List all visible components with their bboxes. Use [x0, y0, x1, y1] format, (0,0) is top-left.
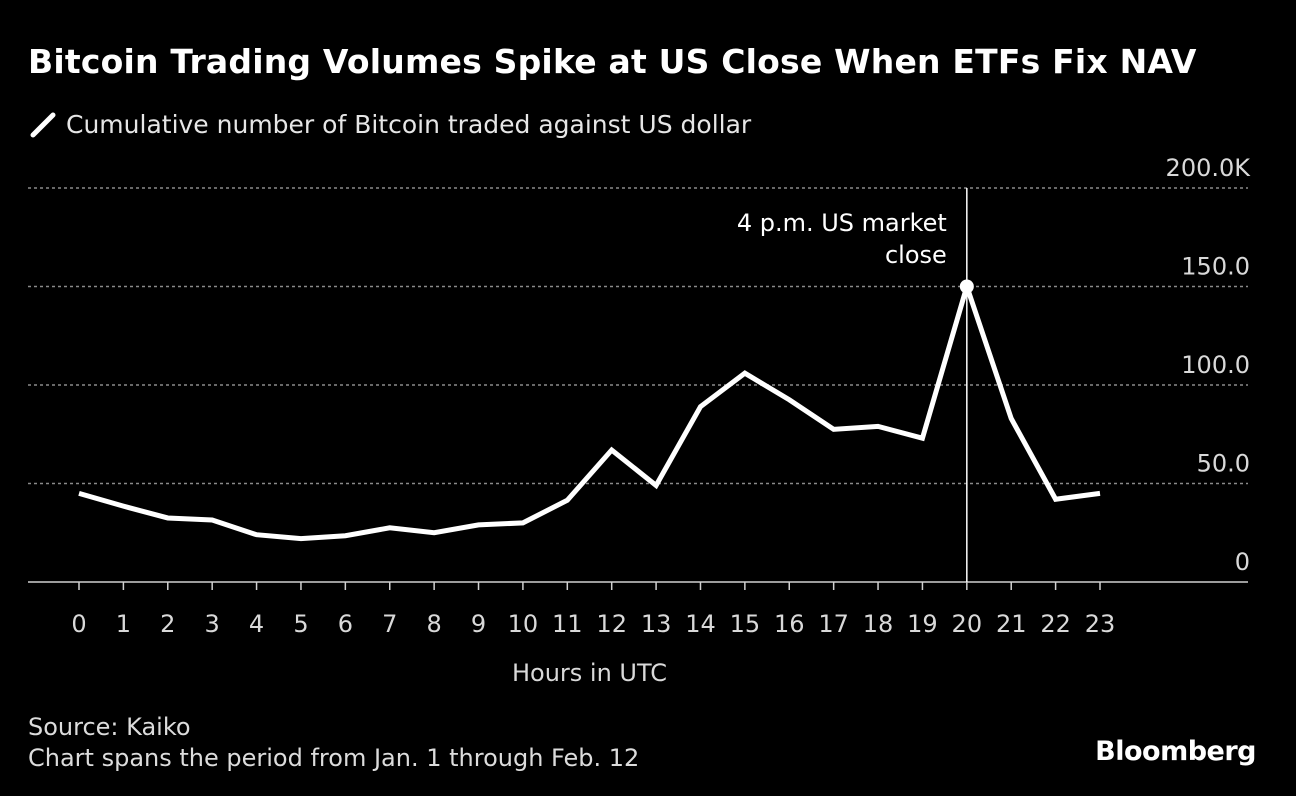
annotation-text: close: [885, 241, 947, 269]
x-tick-label: 22: [1040, 610, 1071, 638]
x-tick-label: 5: [293, 610, 308, 638]
data-point: [959, 279, 974, 294]
x-tick-label: 8: [426, 610, 441, 638]
legend: Cumulative number of Bitcoin traded agai…: [30, 110, 751, 139]
legend-line-icon: [30, 112, 56, 137]
note-text: Chart spans the period from Jan. 1 throu…: [28, 744, 640, 772]
bloomberg-logo: Bloomberg: [1095, 736, 1256, 767]
x-tick-label: 12: [596, 610, 627, 638]
y-tick-label: 0: [1235, 548, 1250, 576]
y-tick-label: 100.0: [1181, 351, 1250, 379]
x-tick-label: 15: [730, 610, 761, 638]
x-tick-label: 14: [685, 610, 716, 638]
x-tick-label: 11: [552, 610, 583, 638]
y-tick-label: 50.0: [1197, 450, 1250, 478]
x-tick-label: 3: [205, 610, 220, 638]
footer-notes: Source: Kaiko Chart spans the period fro…: [28, 712, 639, 774]
x-tick-label: 20: [952, 610, 983, 638]
x-tick-label: 16: [774, 610, 805, 638]
x-tick-label: 23: [1085, 610, 1116, 638]
x-tick-label: 19: [907, 610, 938, 638]
y-tick-label: 200.0K: [1166, 154, 1252, 182]
annotation-text: 4 p.m. US market: [737, 209, 947, 237]
x-axis-label: Hours in UTC: [512, 659, 667, 687]
x-tick-label: 9: [471, 610, 486, 638]
series-line: [78, 278, 1101, 542]
chart-title: Bitcoin Trading Volumes Spike at US Clos…: [28, 42, 1197, 81]
legend-label: Cumulative number of Bitcoin traded agai…: [66, 110, 752, 139]
x-tick-label: 4: [249, 610, 264, 638]
x-tick-label: 10: [508, 610, 539, 638]
x-tick-label: 2: [160, 610, 175, 638]
x-tick-label: 0: [71, 610, 86, 638]
x-tick-label: 6: [338, 610, 353, 638]
x-tick-label: 1: [116, 610, 131, 638]
x-tick-label: 18: [863, 610, 894, 638]
source-text: Source: Kaiko: [28, 713, 191, 741]
x-tick-label: 7: [382, 610, 397, 638]
y-tick-label: 150.0: [1181, 253, 1250, 281]
x-tick-label: 13: [641, 610, 672, 638]
x-tick-label: 21: [996, 610, 1027, 638]
x-tick-label: 17: [818, 610, 849, 638]
